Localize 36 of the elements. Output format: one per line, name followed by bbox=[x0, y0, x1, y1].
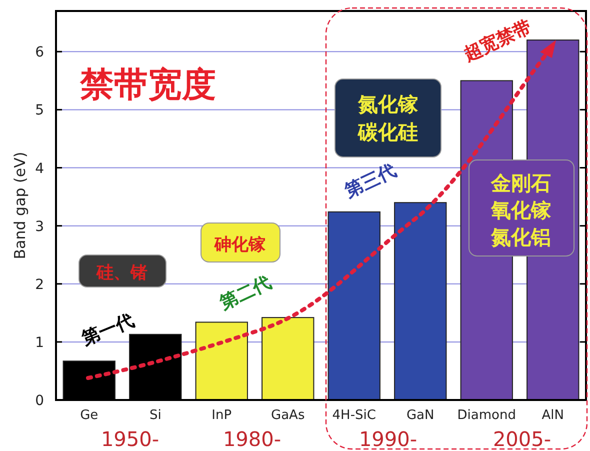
annotation: 第三代 bbox=[340, 160, 400, 202]
x-tick-label: InP bbox=[212, 408, 232, 423]
x-tick-label: GaN bbox=[406, 408, 434, 423]
bar bbox=[394, 202, 447, 400]
y-tick-label: 3 bbox=[35, 218, 44, 235]
text: 1980- bbox=[222, 427, 282, 451]
y-tick-label: 4 bbox=[35, 160, 44, 177]
y-tick-label: 0 bbox=[35, 393, 44, 409]
annotation: 第二代 bbox=[216, 272, 275, 314]
annotation: 氧化镓 bbox=[490, 198, 551, 222]
bar bbox=[262, 317, 314, 400]
y-axis-title: Band gap (eV) bbox=[11, 152, 29, 260]
annotation: 氮化铝 bbox=[490, 225, 551, 249]
text: 2005- bbox=[492, 427, 552, 451]
x-tick-label: 4H-SiC bbox=[332, 408, 376, 423]
text: 1950- bbox=[100, 427, 160, 451]
bar bbox=[195, 322, 248, 400]
x-tick-label: GaAs bbox=[271, 408, 305, 423]
annotation: 金刚石 bbox=[490, 171, 551, 195]
x-tick-label: Si bbox=[149, 408, 162, 423]
annotation: 第一代 bbox=[78, 310, 137, 350]
annotation: 碳化硅 bbox=[357, 120, 418, 144]
y-tick-label: 5 bbox=[35, 102, 44, 119]
annotation: 超宽禁带 bbox=[460, 16, 535, 66]
y-tick-label: 6 bbox=[35, 44, 44, 61]
annotation: 砷化镓 bbox=[214, 235, 266, 255]
text: 禁带宽度 bbox=[79, 65, 216, 105]
text: 1990- bbox=[358, 427, 418, 451]
bar bbox=[328, 211, 380, 400]
x-tick-label: Ge bbox=[80, 408, 98, 423]
x-tick-label: Diamond bbox=[457, 408, 516, 423]
annotation: 硅、锗 bbox=[96, 263, 148, 283]
y-tick-label: 1 bbox=[35, 334, 44, 351]
x-tick-label: AlN bbox=[542, 408, 564, 423]
annotation: 氮化镓 bbox=[357, 92, 418, 116]
y-tick-label: 2 bbox=[35, 276, 44, 293]
